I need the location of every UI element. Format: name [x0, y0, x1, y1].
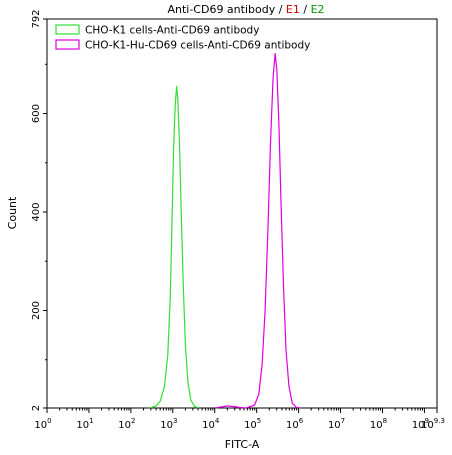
- y-tick-label: 200: [31, 301, 42, 320]
- x-tick-label: 109.3: [421, 417, 445, 431]
- series-line-1: [149, 85, 200, 409]
- title-part-3: E2: [311, 3, 325, 16]
- y-tick-label: 600: [31, 104, 42, 123]
- legend-swatch-1: [55, 24, 80, 35]
- y-tick-label: 792: [31, 9, 42, 28]
- legend: CHO-K1 cells-Anti-CD69 antibody CHO-K1-Hu…: [55, 24, 310, 52]
- legend-label-2: CHO-K1-Hu-CD69 cells-Anti-CD69 antibody: [85, 40, 310, 52]
- y-axis-title: Count: [6, 196, 19, 229]
- x-axis-title: FITC-A: [225, 438, 260, 451]
- series-layer: [149, 52, 301, 409]
- legend-swatch-2: [55, 39, 80, 50]
- x-tick-label: 103: [160, 417, 177, 431]
- title-part-2: /: [300, 3, 311, 16]
- x-tick-label: 100: [34, 417, 51, 431]
- x-tick-label: 109: [412, 417, 429, 431]
- x-tick-label: 107: [328, 417, 345, 431]
- x-tick-label: 101: [76, 417, 93, 431]
- plot-frame: [46, 18, 438, 409]
- title-part-1: E1: [286, 3, 300, 16]
- x-tick-label: 105: [244, 417, 261, 431]
- y-tick-label: 400: [31, 202, 42, 221]
- series-line-2: [214, 52, 301, 409]
- legend-label-1: CHO-K1 cells-Anti-CD69 antibody: [85, 25, 259, 37]
- title-part-0: Anti-CD69 antibody /: [167, 3, 285, 16]
- chart-title: Anti-CD69 antibody / E1 / E2: [167, 3, 324, 16]
- x-tick-label: 102: [118, 417, 135, 431]
- x-tick-label: 108: [370, 417, 387, 431]
- x-tick-label: 104: [202, 417, 220, 431]
- y-tick-label: 2: [31, 405, 42, 411]
- x-tick-label: 106: [286, 417, 304, 431]
- y-axis: 2 200 400 600 792: [31, 9, 47, 411]
